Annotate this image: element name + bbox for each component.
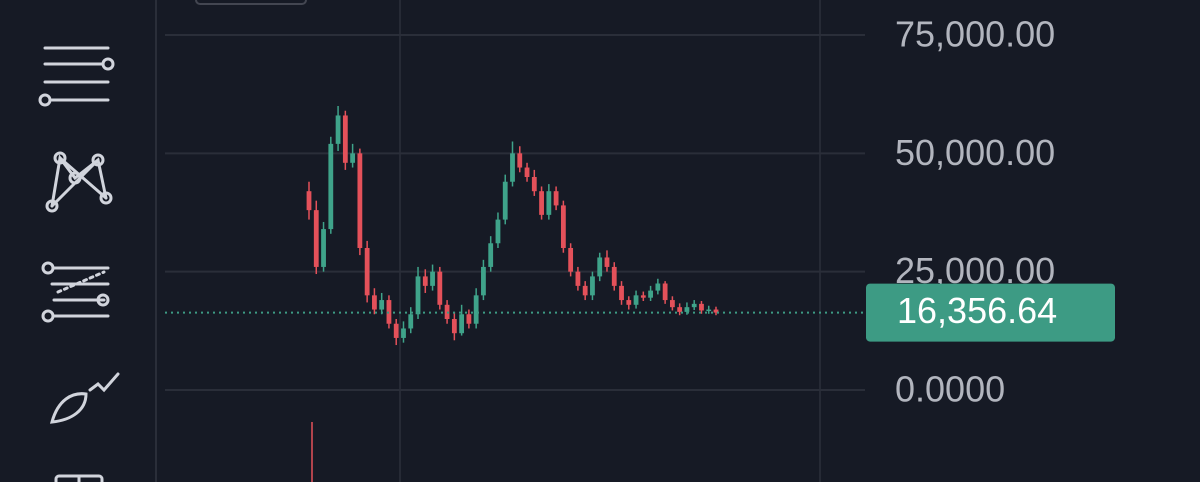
- candle-body: [517, 153, 523, 168]
- candle-body: [611, 266, 617, 286]
- candle-body: [655, 283, 661, 291]
- candle-body: [568, 248, 574, 272]
- candle-body: [466, 314, 472, 324]
- fib-tool-icon[interactable]: [41, 261, 110, 323]
- last-price-badge: [866, 283, 1115, 342]
- candle-body: [604, 257, 610, 267]
- y-tick-label: 50,000.00: [895, 132, 1055, 173]
- candle-body: [313, 210, 319, 267]
- candle-body: [379, 300, 385, 310]
- candle-body: [473, 295, 479, 324]
- candle-body: [481, 266, 486, 296]
- candle-body: [582, 285, 588, 296]
- candle-body: [372, 295, 377, 310]
- candle-body: [488, 243, 494, 267]
- more-tool-icon[interactable]: [54, 474, 104, 482]
- candle-body: [510, 153, 515, 182]
- candle-body: [699, 303, 704, 311]
- candle-body: [321, 229, 326, 267]
- candle-body: [437, 271, 443, 305]
- candle-body: [619, 285, 624, 301]
- candle-body: [597, 257, 603, 277]
- candle-body: [531, 177, 537, 192]
- lines-tool-icon[interactable]: [38, 46, 115, 107]
- candle-body: [357, 153, 363, 248]
- candle-body: [524, 167, 530, 177]
- candle-body: [677, 307, 683, 312]
- candle-body: [662, 283, 668, 301]
- candle-body: [669, 300, 675, 308]
- candle-body: [691, 303, 697, 308]
- candle-body: [415, 276, 421, 315]
- candle-body: [451, 319, 457, 334]
- candle-body: [495, 219, 501, 244]
- candle-body: [328, 143, 334, 230]
- y-tick-label: 75,000.00: [895, 14, 1055, 55]
- candle-body: [553, 191, 559, 206]
- candle-body: [575, 271, 581, 286]
- candle-body: [713, 309, 719, 313]
- candle-body: [560, 205, 566, 248]
- pattern-tool-icon[interactable]: [45, 151, 113, 213]
- candle-body: [364, 248, 370, 296]
- y-tick-label: 0.0000: [895, 369, 1005, 410]
- candle-body: [539, 191, 544, 215]
- candle-body: [401, 328, 406, 338]
- candle-body: [640, 295, 646, 298]
- candle-body: [350, 153, 356, 163]
- candle-body: [684, 307, 690, 312]
- candle-body: [626, 300, 632, 305]
- toolbar-button[interactable]: [195, 0, 307, 5]
- last-price-label: 16,356.64: [897, 290, 1057, 331]
- candle-body: [306, 191, 312, 211]
- candle-body: [590, 276, 595, 296]
- candle-body: [393, 323, 399, 338]
- brush-tool-icon[interactable]: [49, 372, 120, 424]
- candle-body: [459, 314, 465, 334]
- candle-body: [335, 115, 341, 144]
- candle-body: [502, 181, 508, 220]
- candle-body: [408, 314, 414, 329]
- candle-body: [706, 309, 712, 312]
- candle-body: [633, 295, 639, 305]
- candle-body: [430, 271, 435, 286]
- candle-body: [342, 115, 348, 163]
- candle-body: [648, 290, 653, 298]
- candle-body: [546, 191, 552, 215]
- candle-body: [422, 276, 428, 286]
